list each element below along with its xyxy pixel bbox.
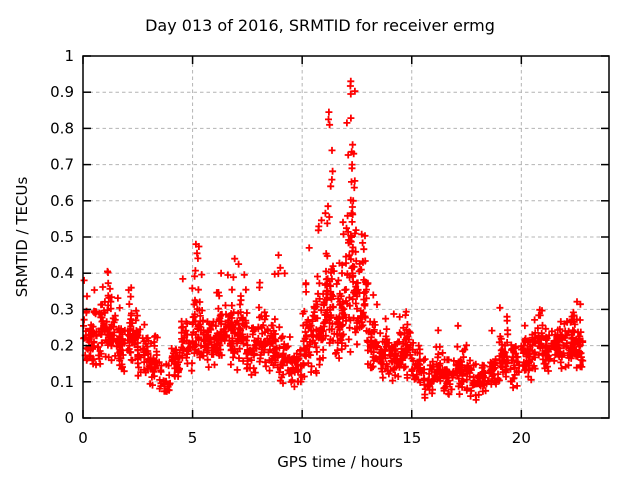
y-axis-label: SRMTID / TECUs xyxy=(13,177,31,298)
y-tick-label: 0.5 xyxy=(50,228,74,246)
y-tick-label: 0.3 xyxy=(50,300,74,318)
x-tick-label: 20 xyxy=(512,429,531,447)
y-tick-label: 0.7 xyxy=(50,156,74,174)
y-tick-label: 0.2 xyxy=(50,337,74,355)
y-tick-label: 0.1 xyxy=(50,373,74,391)
y-tick-label: 0.4 xyxy=(50,264,74,282)
x-tick-label: 15 xyxy=(402,429,421,447)
x-tick-label: 5 xyxy=(188,429,198,447)
x-tick-label: 10 xyxy=(293,429,312,447)
tick-marks xyxy=(82,55,609,419)
x-tick-labels: 0 5 10 15 20 xyxy=(78,429,531,447)
y-tick-label: 0.9 xyxy=(50,83,74,101)
y-tick-label: 0.6 xyxy=(50,192,74,210)
y-tick-label: 0 xyxy=(64,409,74,427)
scatter-points xyxy=(80,77,587,404)
y-tick-labels: 0 0.1 0.2 0.3 0.4 0.5 0.6 0.7 0.8 0.9 1 xyxy=(50,47,74,427)
y-tick-label: 1 xyxy=(64,47,74,65)
y-tick-label: 0.8 xyxy=(50,119,74,137)
x-tick-label: 0 xyxy=(78,429,88,447)
chart-title: Day 013 of 2016, SRMTID for receiver erm… xyxy=(145,16,495,35)
x-axis-label: GPS time / hours xyxy=(277,453,403,471)
